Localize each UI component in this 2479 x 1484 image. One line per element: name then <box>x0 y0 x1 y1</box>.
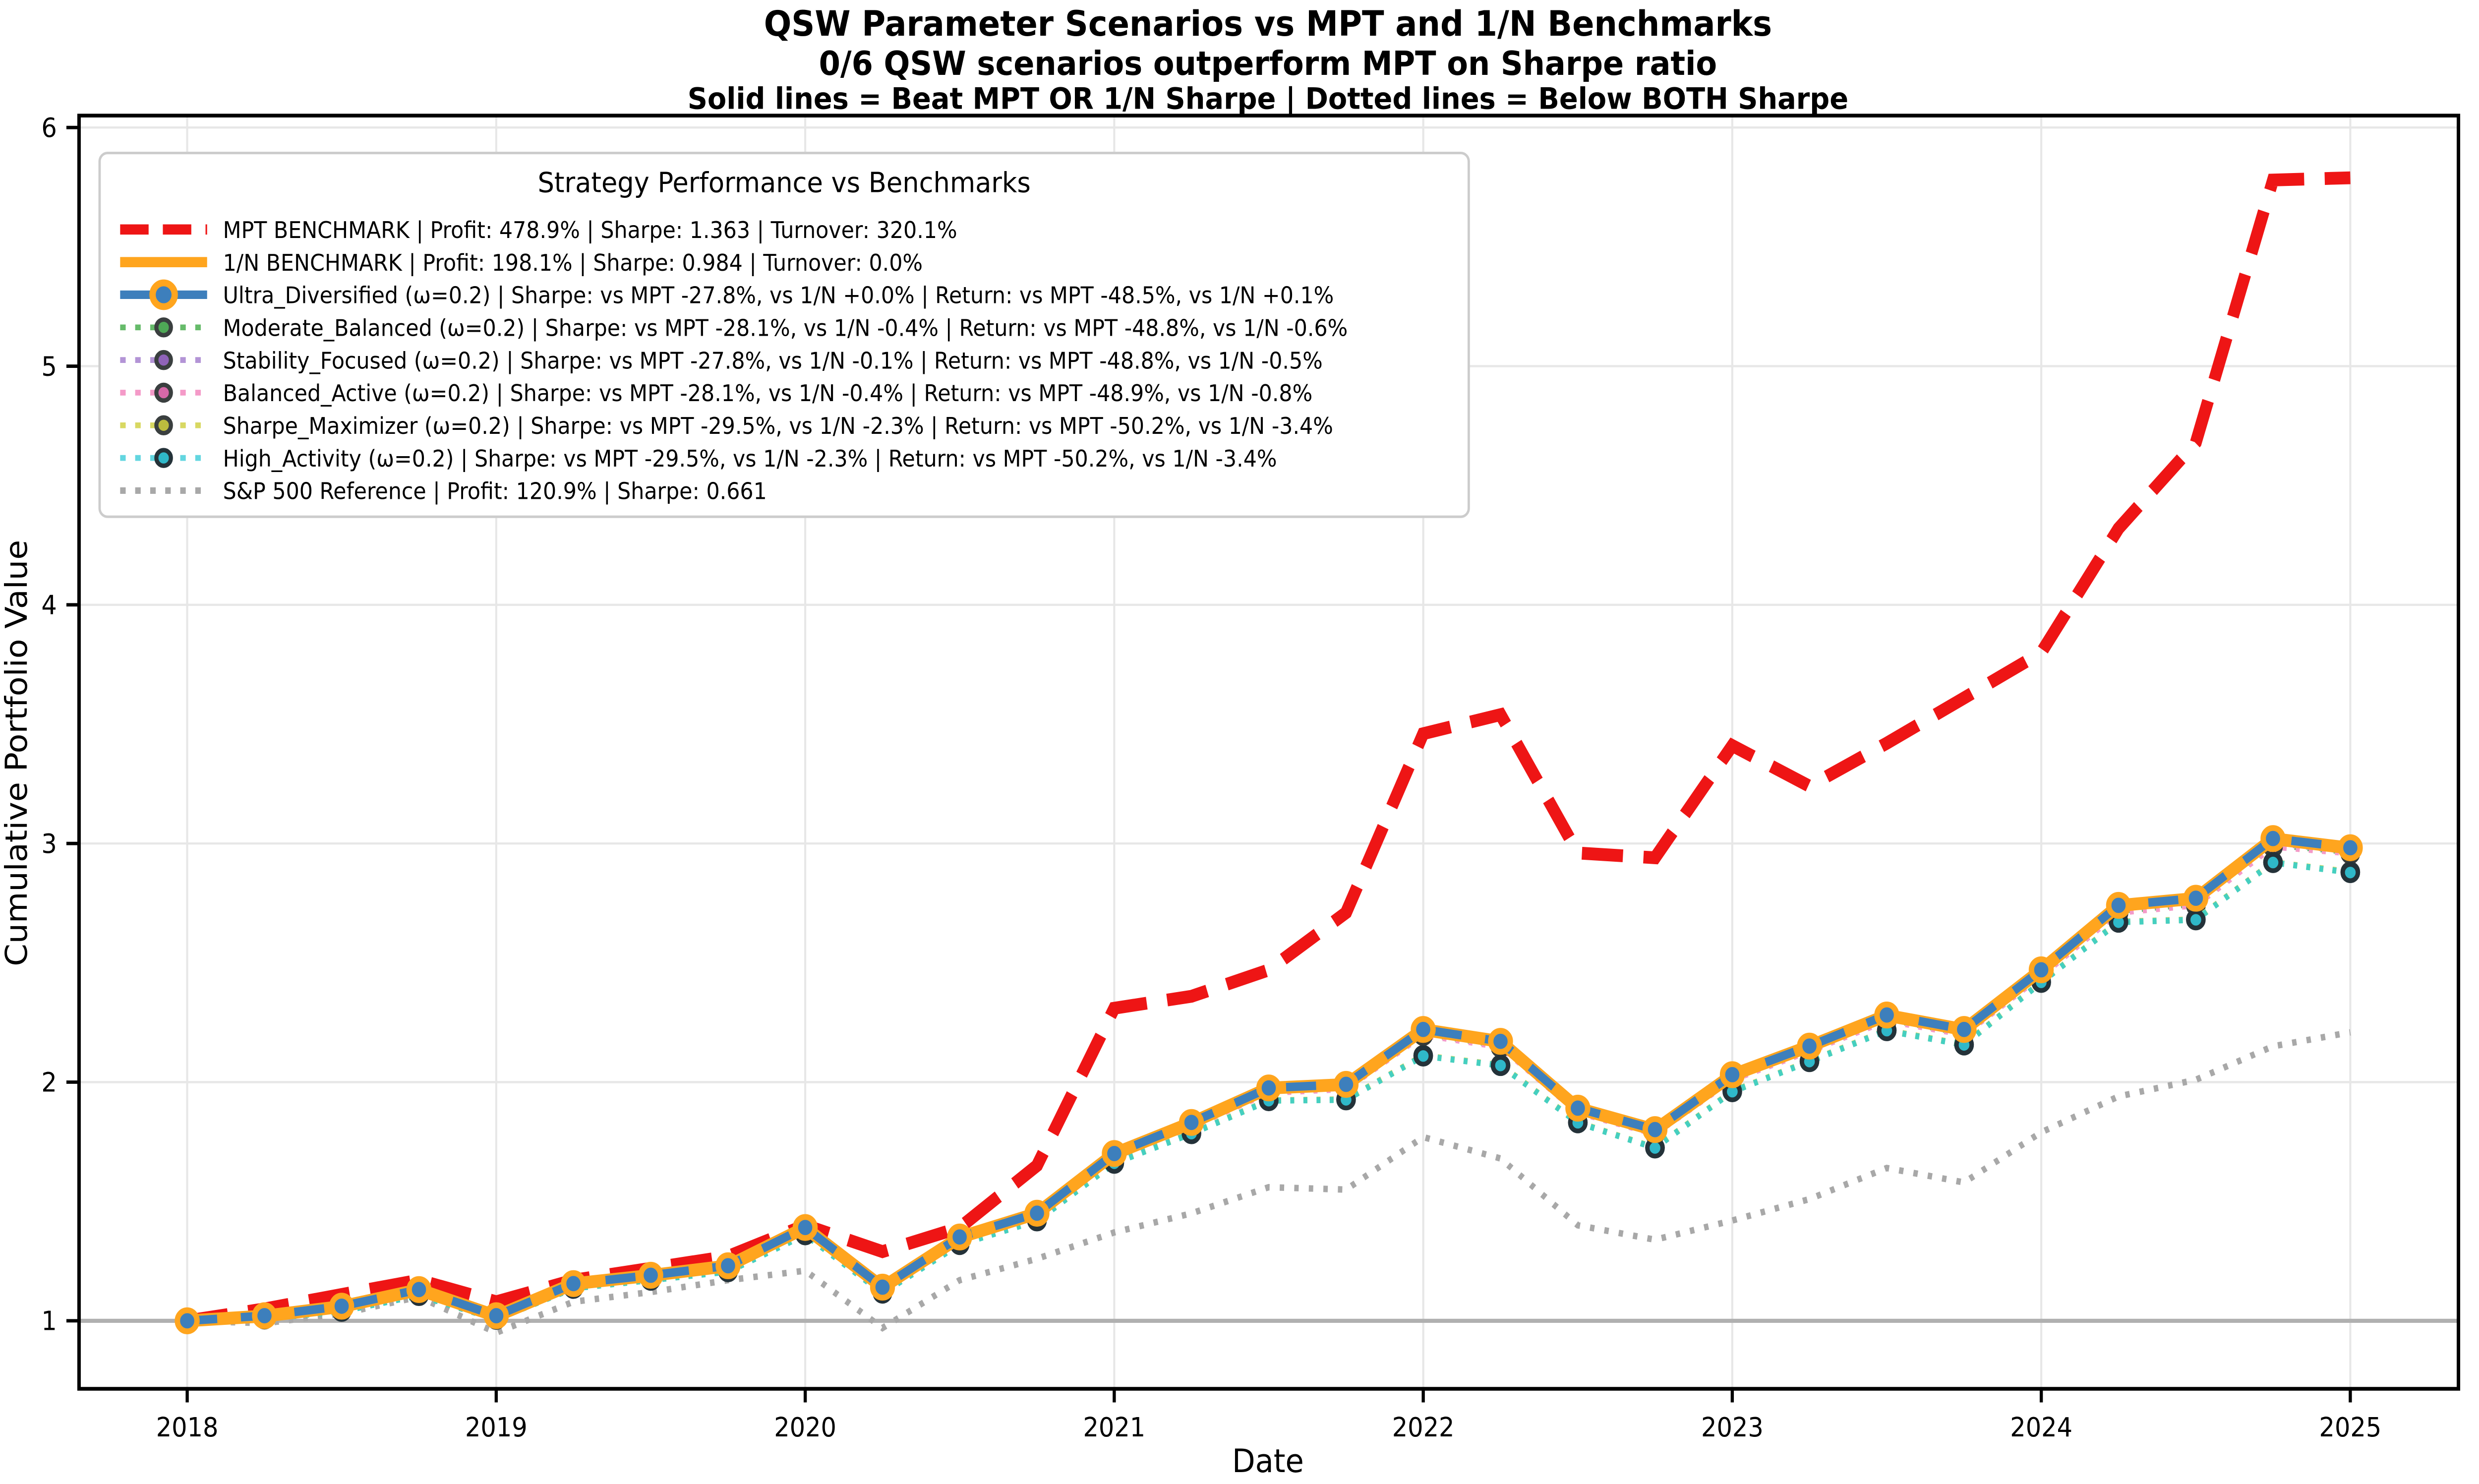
data-point-ultra-diversified-0-2-25 <box>2106 891 2131 919</box>
x-tick-label-2019: 2019 <box>465 1412 528 1443</box>
legend-item-label: S&P 500 Reference | Profit: 120.9% | Sha… <box>223 478 767 505</box>
legend-sample-marker <box>149 279 178 310</box>
data-point-ultra-diversified-0-2-27 <box>2260 825 2286 852</box>
legend-item-label: Stability_Focused (ω=0.2) | Sharpe: vs M… <box>223 348 1323 374</box>
data-point-ultra-diversified-0-2-22 <box>1874 1002 1899 1029</box>
data-point-high-activity-0-2-27 <box>2263 852 2283 873</box>
axis-ticks: 2018 2019 2020 2021 2022 2023 2024 2025 1 2 3 4 5 6 <box>41 113 2381 1443</box>
data-point-high-activity-0-2-26 <box>2186 909 2206 931</box>
legend-item-stability-focused-0-2: Stability_Focused (ω=0.2) | Sharpe: vs M… <box>120 348 1323 374</box>
legend-item-label: Moderate_Balanced (ω=0.2) | Sharpe: vs M… <box>223 315 1348 342</box>
plot-frame <box>77 114 2461 1391</box>
data-point-ultra-diversified-0-2-21 <box>1797 1032 1822 1060</box>
legend-sample-marker <box>154 382 173 403</box>
legend-item-moderate-balanced-0-2: Moderate_Balanced (ω=0.2) | Sharpe: vs M… <box>120 315 1348 342</box>
data-point-ultra-diversified-0-2-3 <box>406 1276 432 1303</box>
legend-item-high-activity-0-2: High_Activity (ω=0.2) | Sharpe: vs MPT -… <box>120 446 1277 472</box>
x-tick-label-2023: 2023 <box>1701 1412 1764 1443</box>
legend-item-ultra-diversified-0-2: Ultra_Diversified (ω=0.2) | Sharpe: vs M… <box>120 279 1334 310</box>
data-point-ultra-diversified-0-2-14 <box>1256 1074 1282 1102</box>
data-point-ultra-diversified-0-2-10 <box>947 1223 972 1250</box>
data-point-ultra-diversified-0-2-7 <box>715 1252 741 1279</box>
legend-item-label: Ultra_Diversified (ω=0.2) | Sharpe: vs M… <box>223 283 1334 309</box>
chart-title: QSW Parameter Scenarios vs MPT and 1/N B… <box>764 4 1772 45</box>
data-point-high-activity-0-2-28 <box>2340 862 2361 884</box>
legend: Strategy Performance vs Benchmarks MPT BE… <box>98 151 1470 518</box>
chart-subtitle: 0/6 QSW scenarios outperform MPT on Shar… <box>819 45 1717 83</box>
data-point-ultra-diversified-0-2-16 <box>1411 1016 1436 1043</box>
data-point-ultra-diversified-0-2-2 <box>329 1293 354 1320</box>
y-tick-label-4: 4 <box>41 590 57 621</box>
titles: QSW Parameter Scenarios vs MPT and 1/N B… <box>688 4 1848 116</box>
data-point-ultra-diversified-0-2-8 <box>792 1214 818 1241</box>
x-tick-label-2022: 2022 <box>1392 1412 1455 1443</box>
legend-item-sharpe-maximizer-0-2: Sharpe_Maximizer (ω=0.2) | Sharpe: vs MP… <box>120 414 1333 440</box>
data-point-ultra-diversified-0-2-9 <box>870 1273 895 1301</box>
y-tick-label-1: 1 <box>41 1306 57 1337</box>
legend-title: Strategy Performance vs Benchmarks <box>537 166 1030 199</box>
legend-sample-marker <box>154 317 173 338</box>
legend-sample-marker <box>154 415 173 436</box>
data-point-ultra-diversified-0-2-5 <box>561 1270 586 1297</box>
data-series-layer <box>175 171 2363 1336</box>
data-point-ultra-diversified-0-2-15 <box>1333 1070 1359 1098</box>
data-point-ultra-diversified-0-2-13 <box>1179 1109 1204 1136</box>
series-line-s-p-500-reference <box>187 1029 2351 1336</box>
data-point-ultra-diversified-0-2-20 <box>1719 1061 1745 1088</box>
x-tick-label-2021: 2021 <box>1083 1412 1145 1443</box>
data-point-ultra-diversified-0-2-18 <box>1565 1094 1591 1122</box>
legend-item-label: High_Activity (ω=0.2) | Sharpe: vs MPT -… <box>223 446 1277 472</box>
legend-box <box>98 151 1470 518</box>
legend-item-1-n-benchmark: 1/N BENCHMARK | Profit: 198.1% | Sharpe:… <box>120 250 923 276</box>
y-tick-label-2: 2 <box>41 1068 57 1098</box>
data-point-ultra-diversified-0-2-17 <box>1488 1028 1513 1055</box>
x-tick-label-2024: 2024 <box>2010 1412 2072 1443</box>
data-point-high-activity-0-2-17 <box>1490 1055 1511 1076</box>
data-point-ultra-diversified-0-2-24 <box>2028 956 2054 983</box>
x-axis-label: Date <box>1232 1442 1304 1480</box>
data-point-ultra-diversified-0-2-1 <box>252 1302 277 1329</box>
x-tick-label-2020: 2020 <box>774 1412 836 1443</box>
series-line-mpt-benchmark <box>186 171 2351 1327</box>
legend-item-mpt-benchmark: MPT BENCHMARK | Profit: 478.9% | Sharpe:… <box>120 218 957 244</box>
data-point-ultra-diversified-0-2-12 <box>1102 1140 1127 1167</box>
y-axis-label: Cumulative Portfolio Value <box>0 540 34 966</box>
data-point-ultra-diversified-0-2-26 <box>2183 885 2209 912</box>
legend-sample-marker <box>154 350 173 370</box>
data-point-ultra-diversified-0-2-23 <box>1951 1016 1977 1043</box>
legend-item-balanced-active-0-2: Balanced_Active (ω=0.2) | Sharpe: vs MPT… <box>120 381 1312 407</box>
data-point-ultra-diversified-0-2-28 <box>2338 834 2363 861</box>
chart-note: Solid lines = Beat MPT OR 1/N Sharpe | D… <box>688 81 1848 116</box>
y-tick-label-3: 3 <box>41 829 57 859</box>
legend-item-s-p-500-reference: S&P 500 Reference | Profit: 120.9% | Sha… <box>120 478 767 505</box>
series-line-ultra-diversified-0-2 <box>187 834 2351 1325</box>
x-tick-label-2018: 2018 <box>156 1412 219 1443</box>
data-point-ultra-diversified-0-2-0 <box>175 1307 200 1334</box>
legend-item-label: MPT BENCHMARK | Profit: 478.9% | Sharpe:… <box>223 218 957 244</box>
legend-item-label: Balanced_Active (ω=0.2) | Sharpe: vs MPT… <box>223 381 1313 407</box>
data-point-ultra-diversified-0-2-11 <box>1024 1199 1050 1227</box>
series-markers-ultra-diversified-0-2 <box>175 825 2363 1334</box>
y-tick-label-5: 5 <box>41 352 57 382</box>
legend-sample-marker <box>154 448 173 468</box>
x-tick-label-2025: 2025 <box>2319 1412 2382 1443</box>
data-point-ultra-diversified-0-2-4 <box>483 1302 509 1329</box>
legend-item-label: Sharpe_Maximizer (ω=0.2) | Sharpe: vs MP… <box>223 414 1333 440</box>
data-point-ultra-diversified-0-2-19 <box>1642 1116 1668 1143</box>
y-tick-label-6: 6 <box>41 113 57 143</box>
legend-item-label: 1/N BENCHMARK | Profit: 198.1% | Sharpe:… <box>223 250 923 276</box>
data-point-high-activity-0-2-16 <box>1413 1045 1433 1067</box>
data-point-ultra-diversified-0-2-6 <box>638 1261 663 1289</box>
